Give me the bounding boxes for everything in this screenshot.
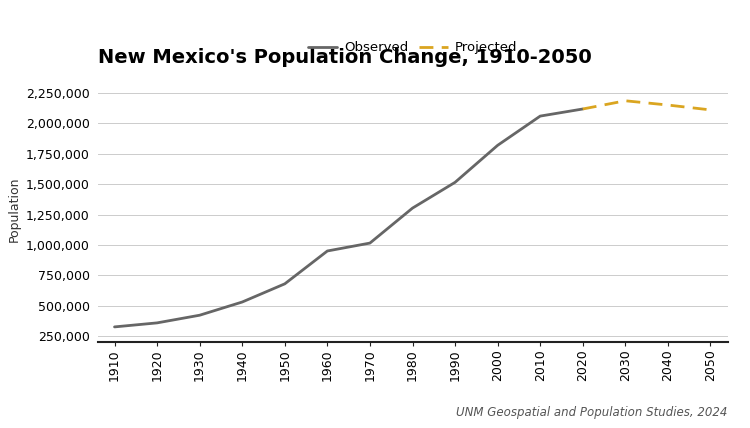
- Projected: [621, 98, 630, 103]
- Y-axis label: Population: Population: [8, 177, 20, 243]
- Observed: [322, 248, 332, 253]
- Text: UNM Geospatial and Population Studies, 2024: UNM Geospatial and Population Studies, 2…: [456, 407, 728, 419]
- Observed: [238, 300, 247, 305]
- Observed: [408, 205, 417, 211]
- Observed: [365, 241, 374, 246]
- Line: Projected: Projected: [583, 101, 710, 110]
- Projected: [706, 107, 715, 113]
- Observed: [195, 312, 204, 318]
- Observed: [451, 180, 460, 185]
- Legend: Observed, Projected: Observed, Projected: [303, 36, 522, 59]
- Projected: [664, 102, 673, 107]
- Observed: [152, 320, 161, 325]
- Observed: [536, 113, 544, 119]
- Observed: [110, 324, 119, 330]
- Observed: [280, 281, 290, 286]
- Text: New Mexico's Population Change, 1910-2050: New Mexico's Population Change, 1910-205…: [98, 48, 591, 67]
- Observed: [578, 107, 587, 112]
- Observed: [494, 143, 502, 148]
- Projected: [578, 107, 587, 112]
- Line: Observed: Observed: [115, 109, 583, 327]
